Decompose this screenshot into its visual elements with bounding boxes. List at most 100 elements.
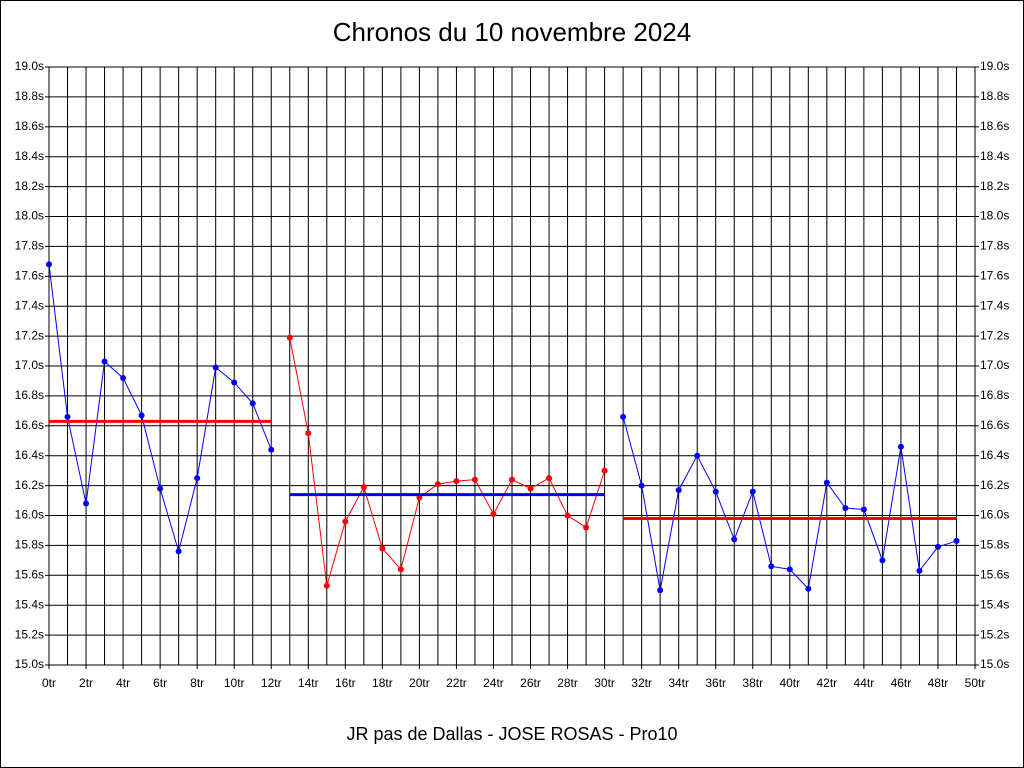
x-tick-label: 40tr <box>779 676 800 690</box>
y-tick-label: 16.2s <box>15 478 44 492</box>
data-point <box>712 488 719 495</box>
y2-tick-label: 15.0s <box>980 657 1009 671</box>
data-point <box>212 364 219 371</box>
data-point <box>657 587 664 594</box>
data-point <box>120 374 127 381</box>
x-tick-label: 30tr <box>594 676 615 690</box>
data-point <box>842 505 849 512</box>
x-tick-label: 28tr <box>557 676 578 690</box>
data-point <box>953 537 960 544</box>
x-tick-label: 50tr <box>965 676 986 690</box>
data-point <box>620 413 627 420</box>
y2-tick-label: 16.0s <box>980 508 1009 522</box>
data-point <box>83 500 90 507</box>
data-point <box>46 261 52 268</box>
data-point <box>397 566 404 573</box>
data-point <box>897 443 904 450</box>
data-point <box>786 566 793 573</box>
data-point <box>305 430 312 437</box>
data-point <box>934 543 941 550</box>
y2-tick-label: 15.8s <box>980 538 1009 552</box>
data-point <box>360 484 367 491</box>
x-tick-label: 22tr <box>446 676 467 690</box>
data-point <box>749 488 756 495</box>
y2-tick-label: 18.0s <box>980 209 1009 223</box>
x-tick-label: 38tr <box>742 676 763 690</box>
data-point <box>546 475 553 482</box>
x-tick-label: 26tr <box>520 676 541 690</box>
x-tick-label: 36tr <box>705 676 726 690</box>
y-tick-label: 15.8s <box>15 538 44 552</box>
x-tick-label: 0tr <box>42 676 56 690</box>
y2-tick-label: 19.0s <box>980 59 1009 73</box>
x-tick-label: 42tr <box>816 676 837 690</box>
y-tick-label: 17.8s <box>15 239 44 253</box>
data-point <box>564 512 571 519</box>
y2-tick-label: 18.8s <box>980 89 1009 103</box>
x-tick-label: 6tr <box>153 676 167 690</box>
y2-tick-label: 17.4s <box>980 298 1009 312</box>
y-tick-label: 19.0s <box>15 59 44 73</box>
x-tick-label: 2tr <box>79 676 93 690</box>
y-tick-label: 17.4s <box>15 298 44 312</box>
y-tick-label: 16.8s <box>15 388 44 402</box>
x-tick-label: 16tr <box>335 676 356 690</box>
data-point <box>879 557 886 564</box>
data-point <box>175 548 182 555</box>
data-point <box>453 478 460 485</box>
x-tick-label: 34tr <box>668 676 689 690</box>
data-point <box>138 412 145 419</box>
chart-footer: JR pas de Dallas - JOSE ROSAS - Pro10 <box>346 724 677 744</box>
y-tick-label: 15.6s <box>15 567 44 581</box>
y2-tick-label: 16.4s <box>980 448 1009 462</box>
y-tick-label: 15.0s <box>15 657 44 671</box>
data-point <box>286 334 293 341</box>
x-tick-label: 14tr <box>298 676 319 690</box>
y-tick-label: 15.4s <box>15 597 44 611</box>
y2-tick-label: 15.6s <box>980 567 1009 581</box>
y-tick-label: 18.4s <box>15 149 44 163</box>
y-tick-label: 16.0s <box>15 508 44 522</box>
data-point <box>583 524 590 531</box>
x-tick-label: 12tr <box>261 676 282 690</box>
x-tick-label: 44tr <box>854 676 875 690</box>
y2-tick-label: 17.8s <box>980 239 1009 253</box>
x-tick-label: 24tr <box>483 676 504 690</box>
y2-tick-label: 17.0s <box>980 358 1009 372</box>
x-tick-label: 46tr <box>891 676 912 690</box>
data-point <box>675 487 682 494</box>
data-point <box>471 476 478 483</box>
y2-tick-label: 18.6s <box>980 119 1009 133</box>
data-point <box>231 379 238 386</box>
y2-tick-label: 16.2s <box>980 478 1009 492</box>
y2-tick-label: 17.2s <box>980 328 1009 342</box>
y2-tick-label: 17.6s <box>980 268 1009 282</box>
x-tick-label: 20tr <box>409 676 430 690</box>
data-point <box>916 567 923 574</box>
data-point <box>527 485 534 492</box>
data-point <box>768 563 775 570</box>
x-tick-label: 8tr <box>190 676 204 690</box>
y-tick-label: 18.6s <box>15 119 44 133</box>
data-point <box>194 475 201 482</box>
series-line <box>289 337 606 586</box>
data-point <box>101 358 108 365</box>
x-tick-label: 4tr <box>116 676 130 690</box>
data-point <box>638 482 645 489</box>
data-point <box>601 467 608 474</box>
y-tick-label: 16.4s <box>15 448 44 462</box>
x-tick-label: 48tr <box>928 676 949 690</box>
y-tick-label: 17.6s <box>15 268 44 282</box>
chart-title: Chronos du 10 novembre 2024 <box>333 17 691 47</box>
y-tick-label: 15.2s <box>15 627 44 641</box>
data-point <box>342 518 349 525</box>
x-tick-label: 18tr <box>372 676 393 690</box>
y-tick-label: 18.0s <box>15 209 44 223</box>
data-point <box>823 479 830 486</box>
data-point <box>268 446 275 453</box>
y2-tick-label: 16.6s <box>980 418 1009 432</box>
data-point <box>157 485 164 492</box>
plot-frame <box>48 66 976 666</box>
y-tick-label: 17.2s <box>15 328 44 342</box>
